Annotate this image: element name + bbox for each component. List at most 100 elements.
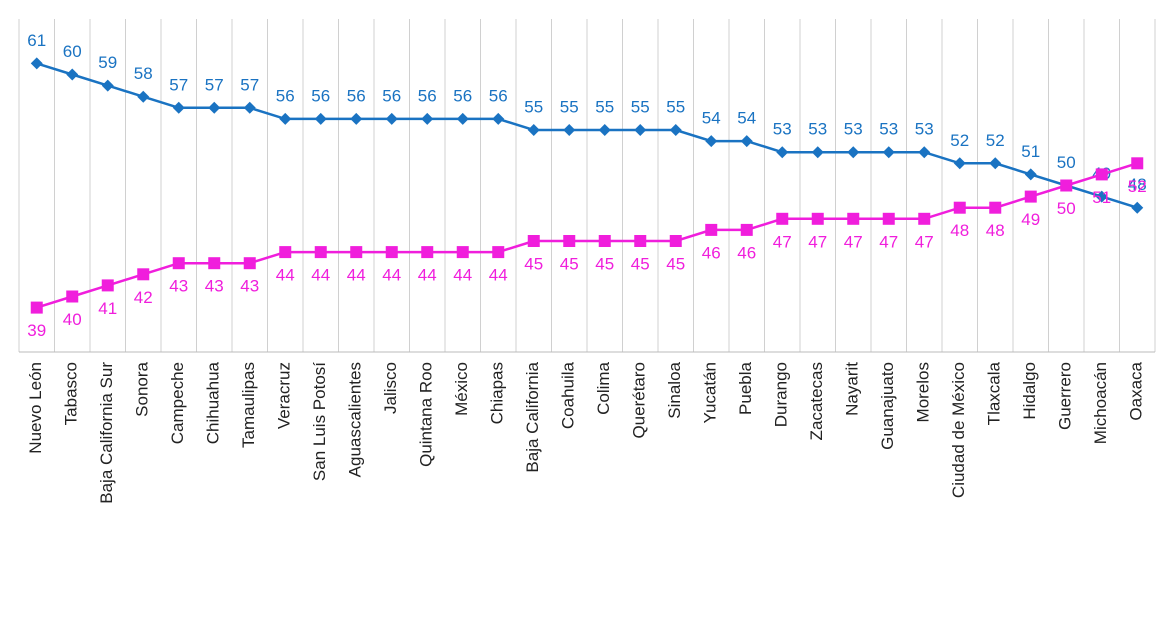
marker <box>634 235 647 247</box>
x-tick-label: Chihuahua <box>204 361 223 444</box>
x-tick-label: Querétaro <box>630 362 649 439</box>
data-label: 50 <box>1057 199 1076 218</box>
marker <box>847 212 860 225</box>
data-label: 47 <box>844 232 863 251</box>
marker <box>385 246 398 259</box>
marker <box>101 279 114 292</box>
marker <box>811 146 824 159</box>
data-label: 60 <box>63 42 82 61</box>
marker <box>1024 190 1037 203</box>
marker <box>669 124 682 136</box>
marker <box>527 235 540 247</box>
data-label: 46 <box>702 243 721 262</box>
x-tick-label: San Luis Potosí <box>310 362 329 481</box>
data-label: 52 <box>986 131 1005 150</box>
data-label: 49 <box>1021 210 1040 229</box>
data-label: 42 <box>134 288 153 307</box>
marker <box>314 246 327 259</box>
marker <box>882 146 895 159</box>
marker <box>1131 157 1144 170</box>
data-label: 52 <box>950 131 969 150</box>
data-label: 47 <box>773 232 792 251</box>
data-label: 56 <box>382 86 401 105</box>
marker <box>776 212 789 225</box>
x-tick-label: Veracruz <box>275 362 294 429</box>
data-label: 53 <box>879 120 898 139</box>
data-label: 48 <box>950 221 969 240</box>
x-tick-label: Nayarit <box>843 362 862 416</box>
x-tick-label: Puebla <box>736 361 755 414</box>
data-label: 56 <box>489 86 508 105</box>
data-label: 48 <box>1128 175 1147 194</box>
x-tick-label: Ciudad de México <box>949 362 968 498</box>
marker <box>385 112 398 125</box>
x-tick-label: Coahuila <box>559 361 578 429</box>
data-label: 53 <box>844 120 863 139</box>
x-tick-label: Hidalgo <box>1020 362 1039 420</box>
data-label: 40 <box>63 310 82 329</box>
data-label: 56 <box>453 86 472 105</box>
data-label: 55 <box>631 97 650 116</box>
data-label: 44 <box>382 266 401 285</box>
data-label: 56 <box>347 86 366 105</box>
marker <box>953 157 966 170</box>
data-label: 44 <box>276 266 295 285</box>
marker <box>137 268 150 281</box>
marker <box>740 223 753 236</box>
x-tick-label: Guanajuato <box>878 362 897 450</box>
data-label: 45 <box>666 254 685 273</box>
x-tick-label: Tamaulipas <box>239 362 258 448</box>
data-label: 39 <box>27 321 46 340</box>
x-tick-label: Baja California <box>523 361 542 472</box>
marker <box>421 112 434 125</box>
marker <box>314 112 327 125</box>
marker <box>918 212 931 225</box>
marker <box>989 157 1002 170</box>
marker <box>492 246 505 259</box>
x-tick-label: Sonora <box>133 361 152 416</box>
marker <box>1095 168 1108 181</box>
x-tick-label: Oaxaca <box>1127 361 1146 420</box>
marker <box>989 201 1002 214</box>
data-label: 55 <box>666 97 685 116</box>
x-tick-label: México <box>452 362 471 416</box>
marker <box>1024 168 1037 181</box>
marker <box>1095 190 1108 203</box>
data-label: 44 <box>347 266 366 285</box>
marker <box>279 246 292 259</box>
data-label: 43 <box>169 277 188 296</box>
marker <box>634 124 647 136</box>
marker <box>563 235 576 247</box>
data-label: 57 <box>205 75 224 94</box>
data-label: 54 <box>702 109 721 128</box>
data-label: 56 <box>276 86 295 105</box>
marker <box>243 101 256 114</box>
marker <box>456 112 469 125</box>
x-tick-label: Tabasco <box>62 362 81 425</box>
data-label: 43 <box>240 277 259 296</box>
x-tick-label: Durango <box>772 362 791 427</box>
x-tick-label: Jalisco <box>381 362 400 414</box>
data-label: 53 <box>808 120 827 139</box>
data-label: 57 <box>240 75 259 94</box>
marker <box>421 246 434 259</box>
data-label: 55 <box>595 97 614 116</box>
marker <box>598 235 611 247</box>
marker <box>740 135 753 148</box>
marker <box>953 201 966 214</box>
data-label: 48 <box>986 221 1005 240</box>
marker <box>350 246 363 259</box>
x-tick-label: Morelos <box>914 362 933 422</box>
marker <box>811 212 824 225</box>
x-tick-label: Guerrero <box>1056 362 1075 430</box>
x-tick-label: Yucatán <box>701 362 720 423</box>
data-label: 52 <box>1128 177 1147 196</box>
x-tick-label: Zacatecas <box>807 362 826 440</box>
x-tick-label: Campeche <box>168 362 187 444</box>
marker <box>563 124 576 136</box>
marker <box>101 79 114 92</box>
data-label: 59 <box>98 53 117 72</box>
marker <box>669 235 682 247</box>
data-label: 45 <box>560 254 579 273</box>
